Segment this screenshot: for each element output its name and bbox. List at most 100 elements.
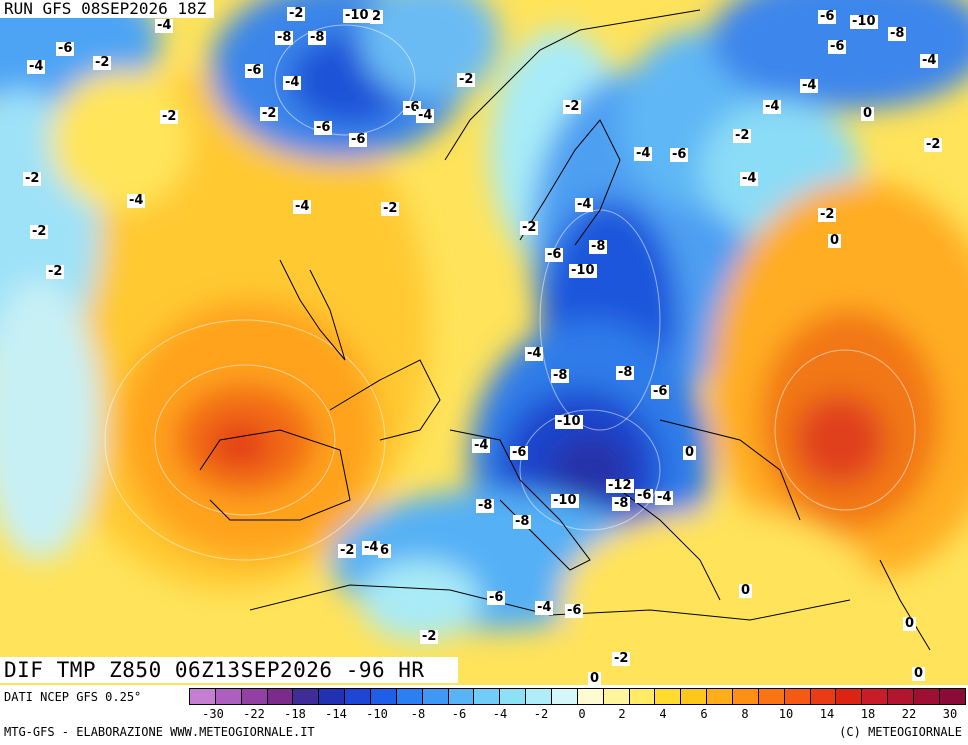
- contour-label: -6: [635, 488, 654, 503]
- contour-label: -6: [510, 445, 529, 460]
- contour-label: -2: [46, 264, 65, 279]
- scale-swatch: [707, 689, 734, 704]
- scale-tick-label: 8: [741, 707, 749, 721]
- scale-tick-label: -30: [202, 707, 224, 721]
- contour-label: -4: [920, 53, 939, 68]
- contour-label: -10: [569, 263, 597, 278]
- contour-label: -2: [287, 6, 306, 21]
- scale-tick-label: -8: [410, 707, 426, 721]
- contour-label: -8: [275, 30, 294, 45]
- contour-label: -2: [260, 106, 279, 121]
- scale-swatch: [733, 689, 759, 704]
- contour-label: -8: [476, 498, 495, 513]
- contour-label: -6: [565, 603, 584, 618]
- contour-label: -4: [763, 99, 782, 114]
- contour-label: -4: [634, 146, 653, 161]
- contour-label: -4: [800, 78, 819, 93]
- contour-label: -2: [520, 220, 539, 235]
- contour-label: -6: [651, 384, 670, 399]
- contour-label: 0: [861, 106, 875, 121]
- scale-swatch: [552, 689, 578, 704]
- contour-label: -2: [338, 543, 357, 558]
- contour-label: -4: [740, 171, 759, 186]
- legend-panel: DATI NCEP GFS 0.25° -30 -22 -18 -14 -10 -8 -6-…: [0, 685, 968, 745]
- contour-label: -4: [575, 197, 594, 212]
- temperature-anomaly-map: RUN GFS 08SEP2026 18Z -2 -10 2 -4 -6 -8 …: [0, 0, 968, 685]
- scale-swatch: [758, 689, 785, 704]
- scale-swatch: [629, 689, 656, 704]
- contour-label: 2: [370, 9, 384, 24]
- contour-label: -2: [924, 137, 943, 152]
- contour-label: -4: [535, 600, 554, 615]
- scale-swatch: [939, 689, 965, 704]
- scale-swatch: [681, 689, 708, 704]
- scale-tick-label: 0: [578, 707, 586, 721]
- scale-tick-label: 30: [942, 707, 958, 721]
- contour-label: -10: [343, 8, 371, 23]
- scale-tick-label: 2: [618, 707, 626, 721]
- scale-tick-label: 10: [778, 707, 794, 721]
- contour-label: -2: [93, 55, 112, 70]
- contour-label: -6: [349, 132, 368, 147]
- coastlines: [199, 9, 931, 651]
- scale-swatch: [888, 689, 915, 704]
- scale-swatch: [526, 689, 553, 704]
- scale-tick-label: -18: [284, 707, 306, 721]
- run-info: RUN GFS 08SEP2026 18Z: [0, 0, 215, 18]
- contour-label: -2: [818, 207, 837, 222]
- color-scale: [189, 688, 966, 705]
- contour-label: 0: [588, 671, 602, 685]
- contour-label: -6: [545, 247, 564, 262]
- scale-swatch: [862, 689, 889, 704]
- scale-swatch: [396, 689, 423, 704]
- contour-label: -8: [616, 365, 635, 380]
- contour-label: -4: [127, 193, 146, 208]
- contour-label: -8: [888, 26, 907, 41]
- contour-label: -2: [563, 99, 582, 114]
- credit-right: (C) METEOGIORNALE: [839, 725, 962, 739]
- contour-label: -8: [551, 368, 570, 383]
- scale-swatch: [371, 689, 397, 704]
- contour-label: -6: [828, 39, 847, 54]
- scale-tick-label: -2: [533, 707, 549, 721]
- scale-tick-label: 6: [700, 707, 708, 721]
- contour-label: -8: [308, 30, 327, 45]
- scale-swatch: [914, 689, 940, 704]
- contour-label: -4: [472, 438, 491, 453]
- contour-label: -10: [551, 493, 579, 508]
- contour-label: -2: [160, 109, 179, 124]
- data-source: DATI NCEP GFS 0.25°: [4, 690, 142, 704]
- contour-label: 0: [903, 616, 917, 631]
- contour-label: 0: [739, 583, 753, 598]
- scale-swatch: [345, 689, 372, 704]
- scale-swatch: [810, 689, 837, 704]
- contour-label: -4: [27, 59, 46, 74]
- contour-label: -4: [293, 199, 312, 214]
- contour-label: -2: [30, 224, 49, 239]
- scale-swatch: [241, 689, 268, 704]
- scale-swatch: [603, 689, 630, 704]
- scale-tick-label: -4: [492, 707, 508, 721]
- contour-label: -2: [381, 201, 400, 216]
- scale-swatch: [655, 689, 682, 704]
- scale-tick-label: -6: [451, 707, 467, 721]
- contour-label: -2: [733, 128, 752, 143]
- contour-label: -8: [589, 239, 608, 254]
- scale-tick-label: 14: [819, 707, 835, 721]
- contour-label: -6: [487, 590, 506, 605]
- contour-label: -2: [23, 171, 42, 186]
- contour-label: -6: [245, 63, 264, 78]
- scale-swatch: [474, 689, 501, 704]
- contour-label: -10: [555, 414, 583, 429]
- contour-label: -4: [655, 490, 674, 505]
- scale-tick-label: 18: [860, 707, 876, 721]
- contour-label: -4: [362, 540, 381, 555]
- contour-label: -6: [314, 120, 333, 135]
- contour-label: -12: [606, 478, 634, 493]
- scale-swatch: [319, 689, 346, 704]
- map-title: DIF TMP Z850 06Z13SEP2026 -96 HR: [0, 657, 458, 683]
- contour-label: -6: [818, 9, 837, 24]
- contour-label: -2: [612, 651, 631, 666]
- scale-tick-label: -10: [366, 707, 388, 721]
- contour-label: -4: [283, 75, 302, 90]
